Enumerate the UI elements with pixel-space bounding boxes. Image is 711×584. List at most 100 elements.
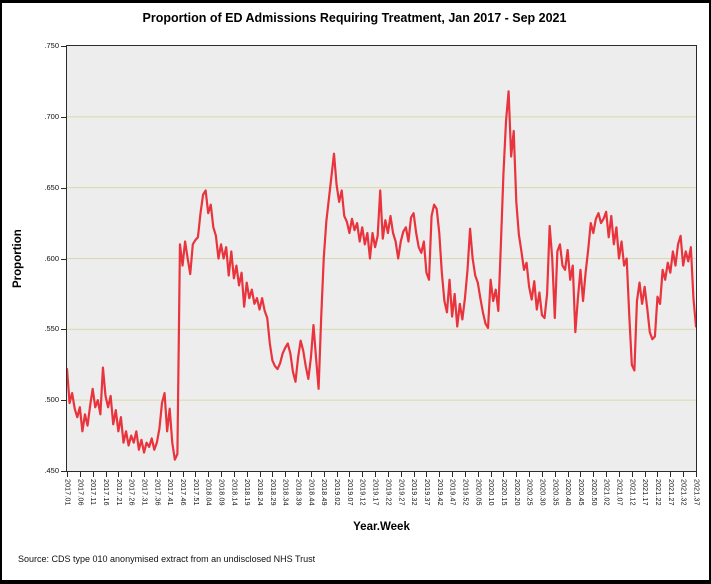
x-tick-label: 2021.22 [653, 479, 661, 506]
line-chart-canvas [67, 90, 696, 461]
x-tick-mark [208, 472, 210, 477]
x-tick-label: 2020.10 [487, 479, 495, 506]
x-tick-mark [285, 472, 287, 477]
x-tick-label: 2017.31 [140, 479, 148, 506]
x-tick-mark [644, 472, 646, 477]
x-tick-mark [349, 472, 351, 477]
x-tick-label: 2019.07 [345, 479, 353, 506]
x-tick-mark [503, 472, 505, 477]
x-tick-mark [92, 472, 94, 477]
x-tick-label: 2018.14 [230, 479, 238, 506]
x-axis-title: Year.Week [353, 521, 410, 533]
y-tick-mark [61, 471, 66, 472]
y-tick-mark [61, 116, 66, 118]
x-tick-label: 2019.52 [461, 479, 469, 506]
x-tick-mark [323, 472, 325, 477]
x-tick-mark [426, 472, 428, 477]
x-tick-mark [79, 472, 81, 477]
x-tick-label: 2017.36 [153, 479, 161, 506]
y-tick-label: .450 [44, 466, 59, 475]
x-tick-label: 2020.50 [589, 479, 597, 506]
x-tick-mark [105, 472, 107, 477]
x-tick-label: 2017.01 [63, 479, 71, 506]
x-tick-mark [631, 472, 633, 477]
x-tick-label: 2020.35 [551, 479, 559, 506]
x-tick-mark [182, 472, 184, 477]
x-tick-mark [670, 472, 672, 477]
x-tick-label: 2017.06 [76, 479, 84, 506]
x-tick-label: 2018.44 [307, 479, 315, 506]
x-tick-label: 2018.49 [320, 479, 328, 506]
y-tick-mark [61, 46, 66, 47]
y-tick-label: .600 [44, 253, 59, 263]
x-tick-mark [233, 472, 235, 477]
x-tick-label: 2017.46 [179, 479, 187, 506]
x-tick-mark [541, 472, 543, 477]
x-tick-mark [593, 472, 595, 477]
x-tick-label: 2019.37 [422, 479, 430, 506]
x-tick-mark [657, 472, 659, 477]
x-tick-label: 2020.15 [499, 479, 507, 506]
y-tick-mark [61, 258, 66, 260]
x-tick-label: 2020.20 [512, 479, 520, 506]
x-tick-mark [336, 472, 338, 477]
y-tick-mark [61, 400, 66, 402]
x-tick-label: 2021.27 [666, 479, 674, 506]
source-note: Source: CDS type 010 anonymised extract … [18, 554, 316, 564]
x-tick-label: 2021.32 [679, 479, 687, 506]
x-tick-label: 2019.42 [435, 479, 443, 506]
x-tick-label: 2018.29 [268, 479, 276, 506]
x-tick-mark [554, 472, 556, 477]
x-tick-mark [567, 472, 569, 477]
x-tick-mark [516, 472, 518, 477]
x-tick-label: 2021.07 [615, 479, 623, 506]
x-tick-label: 2021.37 [692, 479, 700, 506]
x-tick-label: 2018.39 [294, 479, 302, 506]
x-tick-mark [118, 472, 120, 477]
x-tick-label: 2019.32 [410, 479, 418, 506]
x-tick-mark [310, 472, 312, 477]
y-tick-label: .550 [44, 324, 59, 334]
x-tick-label: 2019.22 [384, 479, 392, 506]
x-tick-mark [169, 472, 171, 477]
x-tick-label: 2019.27 [397, 479, 405, 506]
x-tick-mark [606, 472, 608, 477]
x-tick-mark [464, 472, 466, 477]
x-tick-label: 2017.11 [89, 479, 97, 506]
x-tick-mark [439, 472, 441, 477]
x-tick-mark [387, 472, 389, 477]
x-tick-label: 2020.30 [538, 479, 546, 506]
chart-title: Proportion of ED Admissions Requiring Tr… [142, 11, 567, 25]
x-tick-label: 2019.47 [448, 479, 456, 506]
x-tick-mark [362, 472, 364, 477]
y-tick-label: .700 [44, 111, 59, 121]
x-tick-label: 2018.24 [256, 479, 264, 506]
plot-area [66, 45, 697, 472]
x-tick-mark [413, 472, 415, 477]
x-tick-mark [400, 472, 402, 477]
x-tick-label: 2021.17 [641, 479, 649, 506]
x-tick-mark [618, 472, 620, 477]
x-tick-mark [259, 472, 261, 477]
x-tick-label: 2017.16 [102, 479, 109, 506]
x-tick-mark [246, 472, 248, 477]
x-tick-label: 2018.04 [204, 479, 212, 506]
x-tick-label: 2019.02 [333, 479, 341, 506]
x-tick-mark [529, 472, 531, 477]
x-tick-mark [452, 472, 454, 477]
x-tick-label: 2020.45 [576, 479, 584, 506]
x-tick-mark [696, 472, 697, 477]
x-tick-mark [272, 472, 274, 477]
x-tick-mark [683, 472, 685, 477]
x-tick-label: 2019.12 [358, 479, 366, 506]
y-tick-mark [61, 187, 66, 189]
y-tick-label: .500 [44, 395, 59, 405]
x-tick-mark [195, 472, 197, 477]
y-tick-label: .750 [44, 41, 59, 50]
x-tick-label: 2021.12 [628, 479, 636, 506]
x-tick-mark [144, 472, 146, 477]
x-tick-label: 2018.34 [281, 479, 289, 506]
x-tick-mark [375, 472, 377, 477]
y-tick-label: .650 [44, 182, 59, 192]
y-tick-mark [61, 329, 66, 331]
